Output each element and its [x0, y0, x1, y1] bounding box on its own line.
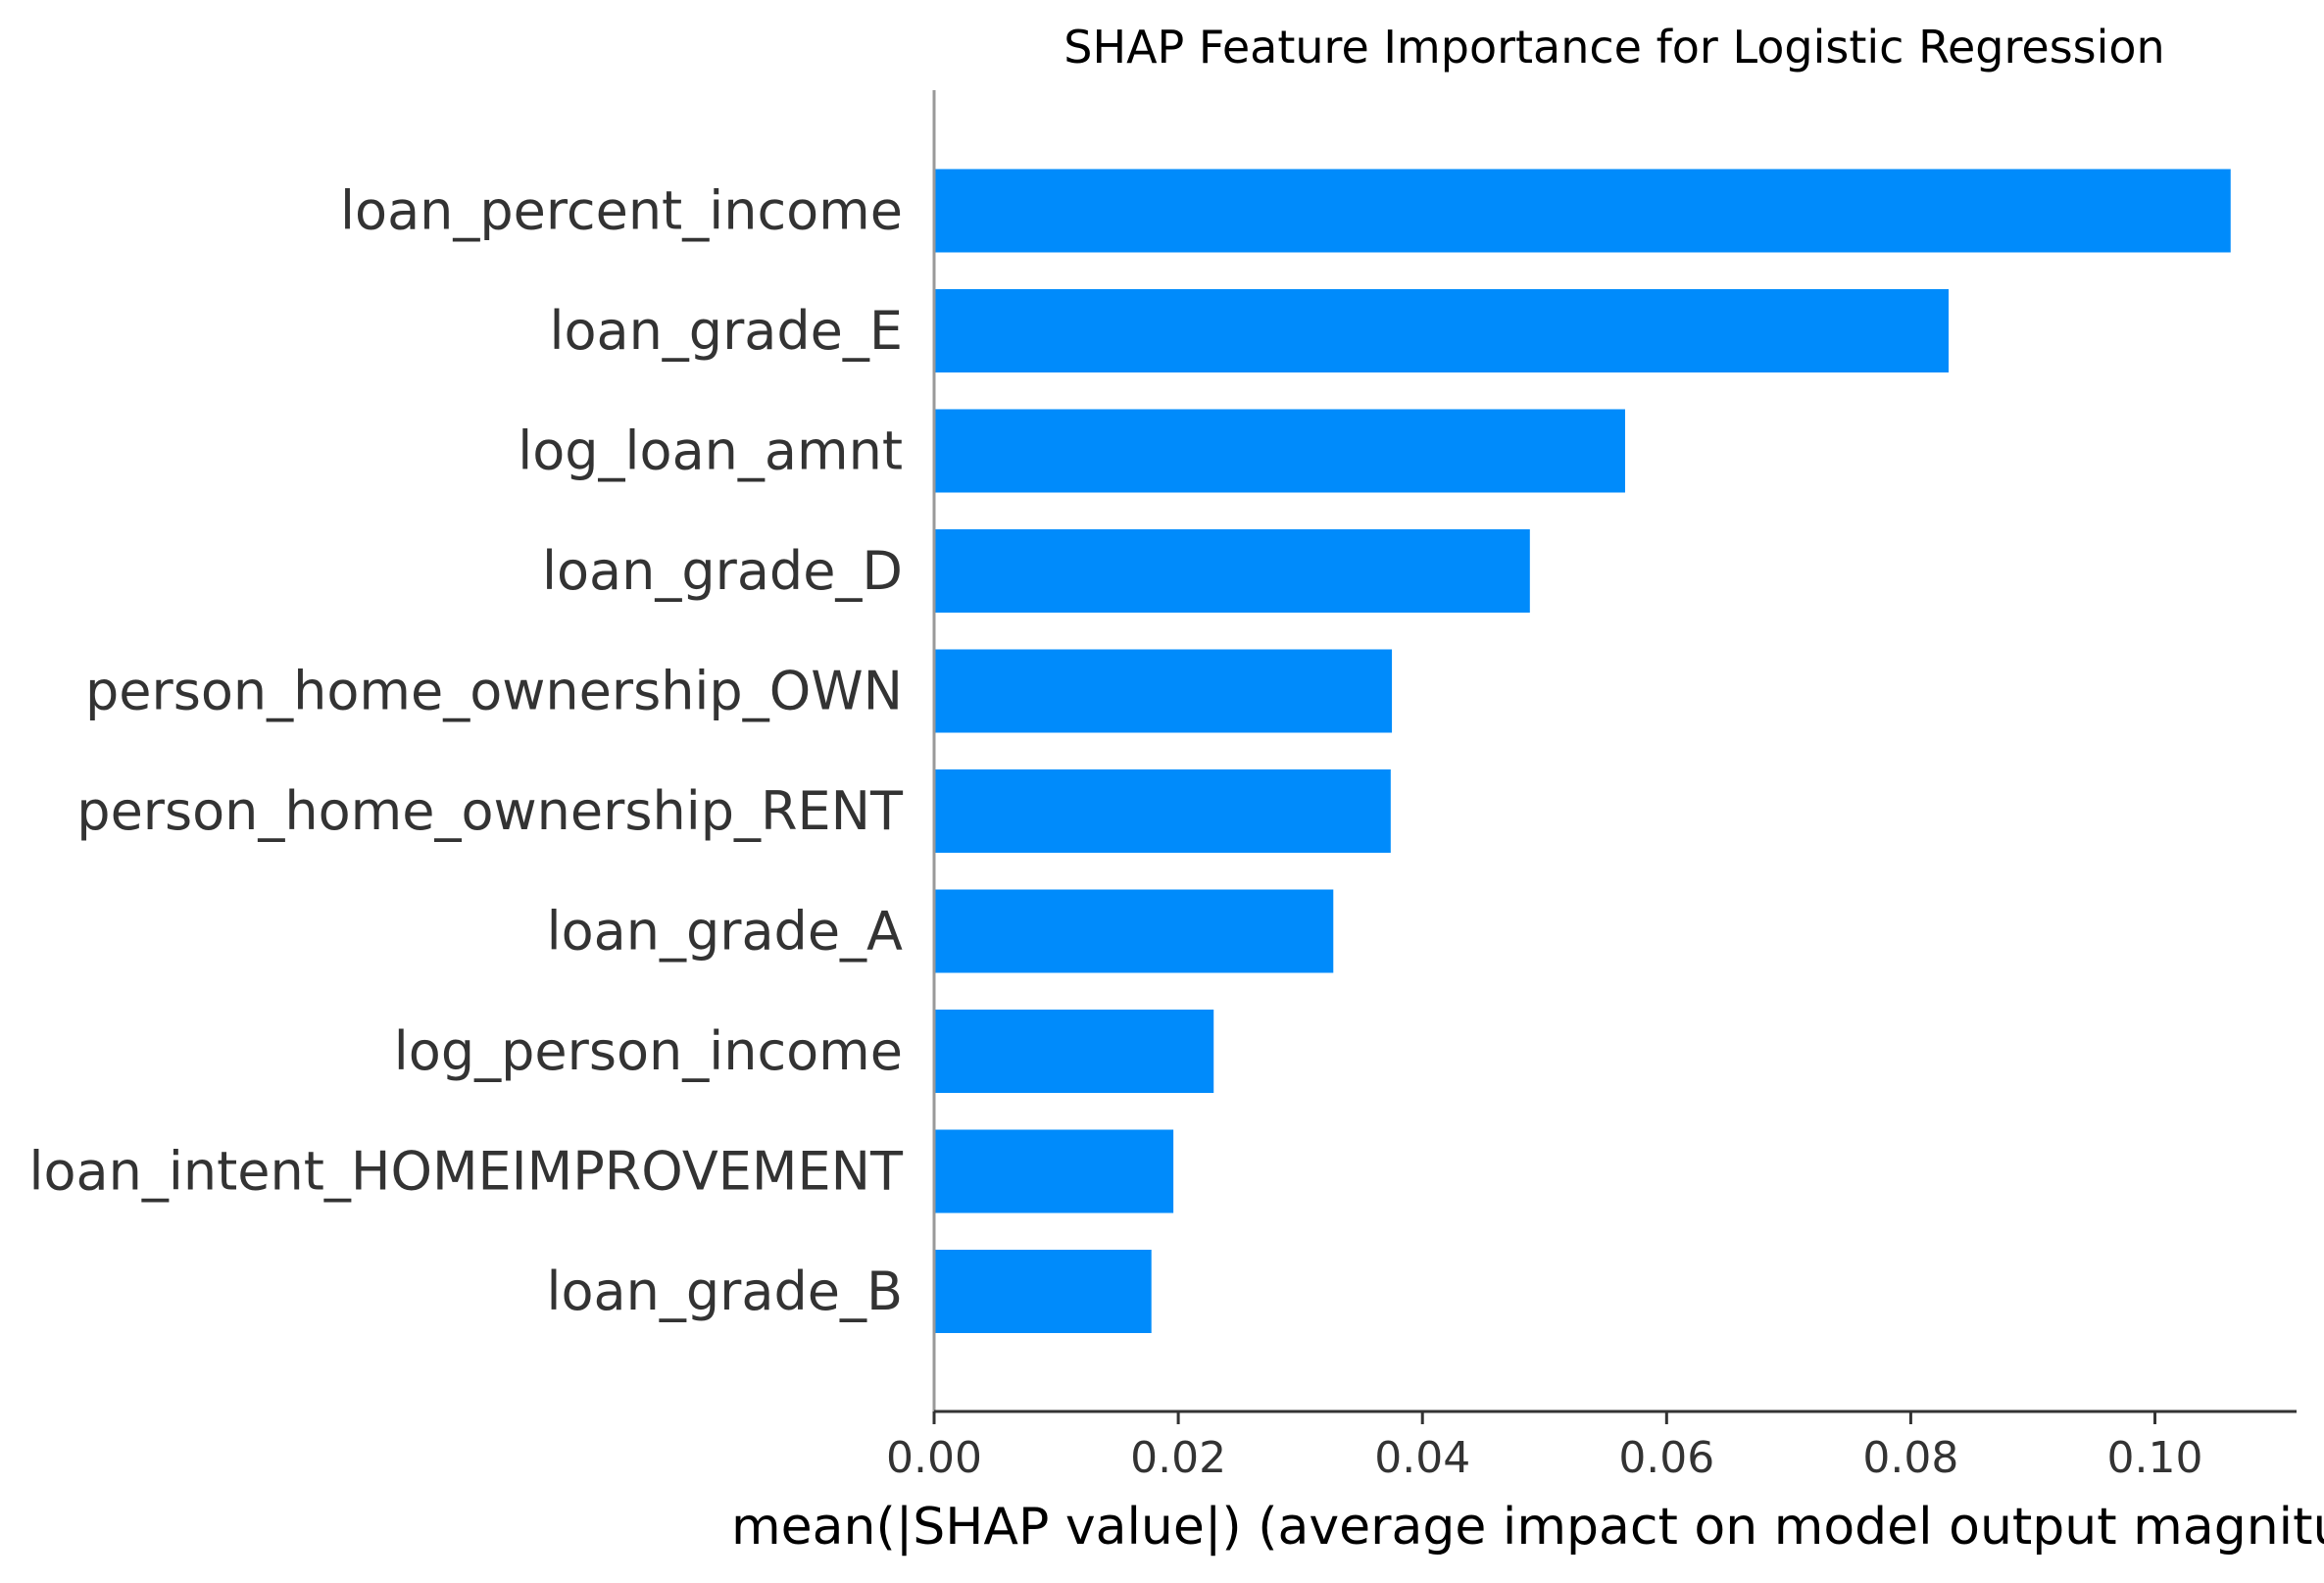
x-tick-label: 0.06 — [1618, 1433, 1714, 1483]
category-label: loan_percent_income — [340, 180, 903, 242]
bar-loan_intent_HOMEIMPROVEMENT — [934, 1129, 1174, 1213]
category-label: loan_intent_HOMEIMPROVEMENT — [28, 1141, 904, 1203]
category-label: person_home_ownership_OWN — [85, 661, 903, 722]
x-axis-label: mean(|SHAP value|) (average impact on mo… — [731, 1498, 2324, 1557]
bar-loan_grade_D — [934, 529, 1530, 613]
category-label: person_home_ownership_RENT — [76, 780, 904, 842]
bar-person_home_ownership_RENT — [934, 769, 1391, 853]
x-tick-label: 0.04 — [1374, 1433, 1470, 1483]
category-label: log_person_income — [394, 1020, 903, 1082]
x-tick-label: 0.08 — [1862, 1433, 1958, 1483]
category-label: loan_grade_E — [549, 300, 903, 362]
bar-log_loan_amnt — [934, 409, 1625, 493]
category-label: loan_grade_B — [547, 1261, 903, 1322]
category-label: log_loan_amnt — [518, 420, 903, 482]
x-tick-label: 0.10 — [2107, 1433, 2203, 1483]
bars-group — [934, 169, 2231, 1333]
bar-loan_grade_A — [934, 889, 1334, 973]
category-label: loan_grade_A — [547, 901, 903, 963]
bar-loan_percent_income — [934, 169, 2231, 253]
chart-title: SHAP Feature Importance for Logistic Reg… — [1063, 21, 2164, 74]
x-ticks-group: 0.00 0.02 0.04 0.06 0.08 0.10 — [886, 1411, 2203, 1483]
category-label: loan_grade_D — [542, 540, 903, 602]
x-tick-label: 0.00 — [886, 1433, 982, 1483]
bar-loan_grade_B — [934, 1250, 1152, 1333]
bar-log_person_income — [934, 1010, 1214, 1093]
x-tick-label: 0.02 — [1130, 1433, 1226, 1483]
bar-loan_grade_E — [934, 289, 1950, 372]
bar-person_home_ownership_OWN — [934, 649, 1393, 733]
category-labels-group: loan_percent_income loan_grade_E log_loan_… — [28, 180, 904, 1323]
